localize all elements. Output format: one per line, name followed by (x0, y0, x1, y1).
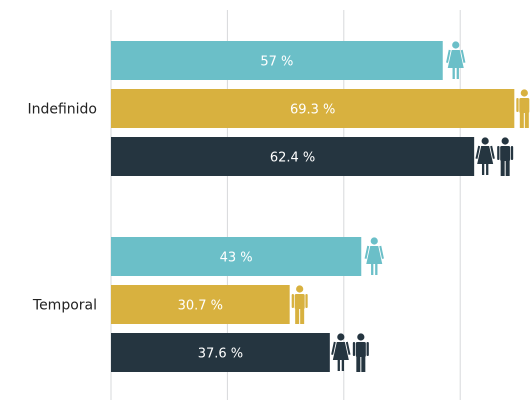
data-label: 69.3 % (290, 103, 335, 118)
bar-hombres-indefinido (111, 89, 515, 128)
woman-arm (364, 245, 370, 259)
woman-leg (452, 68, 455, 79)
bar-hombres-temporal (111, 285, 290, 324)
woman-leg (337, 360, 340, 371)
man-arm (305, 294, 308, 308)
bar-mujeres-temporal (111, 237, 362, 276)
category-label: Temporal (32, 298, 97, 314)
woman-arm (446, 49, 451, 63)
woman-dress (447, 50, 464, 68)
man-arm (366, 342, 369, 356)
woman-arm (490, 145, 495, 159)
man-arm (497, 146, 500, 160)
man-leg (295, 308, 300, 324)
man-leg (356, 356, 361, 372)
woman-arm (345, 341, 351, 355)
man-icon (516, 89, 530, 128)
man-leg (361, 356, 366, 372)
man-head (357, 333, 365, 341)
woman-head (370, 237, 378, 245)
man-leg (300, 308, 305, 324)
man-head (296, 285, 304, 293)
woman-leg (481, 164, 485, 175)
woman-arm (475, 145, 481, 159)
man-leg (519, 112, 524, 128)
man-arm (516, 98, 519, 112)
man-head (520, 89, 528, 97)
woman-arm (460, 49, 466, 63)
woman-leg (486, 164, 489, 175)
woman-dress (366, 246, 383, 264)
woman-head (481, 137, 489, 145)
woman-dress (477, 146, 494, 164)
data-label: 37.6 % (198, 347, 243, 362)
man-icon (291, 285, 308, 324)
man-leg (524, 112, 529, 128)
data-label: 43 % (220, 251, 253, 266)
woman-icon (446, 41, 466, 79)
woman-dress (332, 342, 349, 360)
woman-arm (379, 245, 384, 259)
man-torso (294, 294, 305, 309)
man-leg (500, 160, 505, 176)
woman-leg (375, 264, 378, 275)
man-torso (500, 146, 511, 161)
bar-total-indefinido (111, 137, 475, 176)
bar-total-temporal (111, 333, 330, 372)
woman-head (337, 333, 345, 341)
data-label: 57 % (260, 55, 293, 70)
woman-leg (371, 264, 374, 275)
bar-mujeres-indefinido (111, 41, 443, 80)
data-label: 62.4 % (270, 151, 315, 166)
woman-leg (456, 68, 459, 79)
woman-icon (364, 237, 384, 275)
woman-leg (341, 360, 345, 371)
man-arm (352, 342, 356, 356)
data-label: 30.7 % (178, 299, 223, 314)
woman-head (452, 41, 460, 49)
man-leg (505, 160, 510, 176)
woman-arm (331, 341, 336, 355)
man-arm (510, 146, 514, 160)
man-torso (355, 342, 366, 357)
couple-icon (331, 333, 369, 372)
couple-icon (475, 137, 514, 176)
man-torso (519, 98, 530, 113)
category-label: Indefinido (27, 102, 97, 118)
man-head (501, 137, 509, 145)
man-arm (291, 294, 294, 308)
